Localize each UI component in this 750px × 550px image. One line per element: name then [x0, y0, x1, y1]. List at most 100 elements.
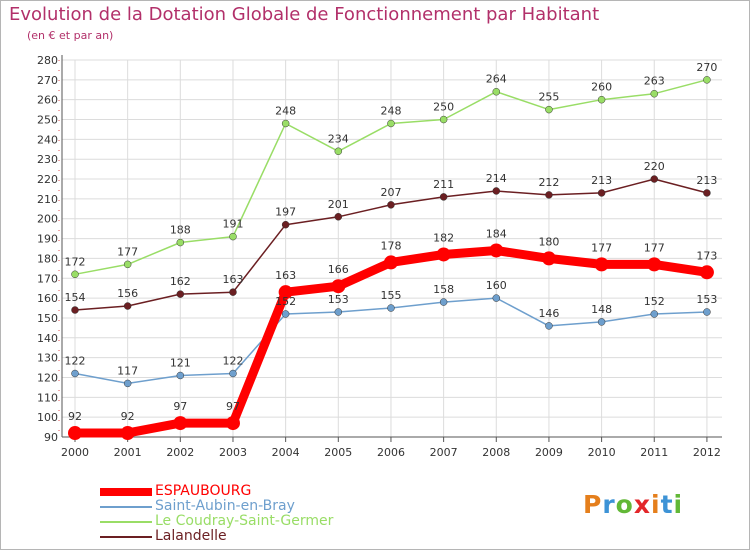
data-point [225, 416, 240, 431]
x-tick-label: 2012 [693, 446, 721, 459]
data-point [545, 322, 553, 330]
data-point [383, 255, 398, 270]
data-label: 158 [433, 283, 454, 296]
legend-item: Lalandelle [100, 529, 400, 544]
data-label: 163 [222, 273, 243, 286]
x-tick-label: 2006 [377, 446, 405, 459]
data-point [545, 105, 553, 114]
data-label: 155 [380, 289, 401, 302]
data-label: 160 [486, 279, 507, 292]
y-tick-label: 200 [37, 213, 58, 226]
data-label: 177 [117, 245, 138, 258]
legend-item: Le Coudray-Saint-Germer [100, 514, 400, 529]
data-label: 122 [65, 355, 86, 368]
legend-label: Lalandelle [155, 528, 227, 544]
x-tick-label: 2008 [482, 446, 510, 459]
data-point [120, 426, 135, 441]
data-label: 166 [328, 263, 349, 276]
chart-subtitle: (en € et par an) [27, 29, 114, 42]
data-label: 180 [538, 235, 559, 248]
logo-letter: P [583, 490, 603, 519]
data-point [647, 257, 662, 272]
legend-swatch [100, 536, 152, 538]
legend-item: ESPAUBOURG [100, 484, 400, 499]
data-label: 162 [170, 275, 191, 288]
chart-title: Evolution de la Dotation Globale de Fonc… [9, 4, 600, 25]
x-tick-label: 2010 [588, 446, 616, 459]
data-label: 201 [328, 198, 349, 211]
data-point [703, 308, 711, 316]
y-tick-label: 150 [37, 312, 58, 325]
y-tick-label: 130 [37, 352, 58, 365]
logo-letter: t [660, 490, 674, 519]
data-label: 152 [275, 295, 296, 308]
data-label: 191 [222, 218, 243, 231]
data-point [492, 294, 501, 302]
data-point [492, 87, 501, 96]
data-point [545, 191, 553, 199]
series-espaubourg [68, 243, 714, 441]
legend-label: ESPAUBOURG [155, 483, 252, 499]
data-point [71, 369, 79, 378]
data-label: 154 [65, 291, 86, 304]
data-label: 214 [486, 172, 507, 185]
logo-letter: r [602, 490, 616, 519]
data-label: 172 [65, 255, 86, 268]
data-label: 156 [117, 287, 138, 300]
data-point [123, 260, 132, 269]
data-point [334, 308, 343, 316]
y-tick-label: 270 [37, 74, 58, 87]
y-tick-label: 180 [37, 252, 58, 265]
series-saint-aubin-en-bray [71, 294, 711, 388]
data-point [703, 189, 711, 197]
data-label: 92 [68, 410, 82, 423]
data-label: 97 [226, 400, 240, 413]
y-tick-label: 110 [37, 391, 58, 404]
data-point [436, 247, 451, 262]
data-label: 197 [275, 206, 296, 219]
legend-swatch [100, 521, 152, 523]
data-label: 153 [328, 293, 349, 306]
data-point [123, 302, 132, 310]
data-point [71, 306, 79, 314]
y-tick-label: 190 [37, 233, 58, 246]
y-tick-label: 120 [37, 371, 58, 384]
data-label: 263 [644, 75, 665, 88]
data-point [597, 95, 606, 104]
data-point [229, 288, 237, 296]
x-tick-label: 2003 [219, 446, 247, 459]
logo-letter: o [615, 490, 634, 519]
y-tick-label: 160 [37, 292, 58, 305]
data-label: 117 [117, 364, 138, 377]
data-label: 255 [538, 91, 559, 104]
x-tick-label: 2009 [535, 446, 563, 459]
legend-label: Saint-Aubin-en-Bray [155, 498, 295, 514]
data-point [281, 310, 290, 318]
data-label: 163 [275, 269, 296, 282]
y-tick-label: 280 [37, 54, 58, 67]
data-point [281, 119, 290, 128]
series-lalandelle [71, 175, 711, 314]
data-point [703, 76, 711, 84]
data-label: 173 [696, 249, 717, 262]
data-label: 177 [644, 241, 665, 254]
data-label: 97 [173, 400, 187, 413]
data-label: 178 [380, 239, 401, 252]
data-label: 213 [591, 174, 612, 187]
data-point [492, 187, 501, 195]
data-label: 177 [591, 241, 612, 254]
y-tick-label: 140 [37, 332, 58, 345]
data-point [281, 220, 290, 229]
data-point [334, 213, 343, 221]
data-label: 248 [380, 104, 401, 117]
data-point [334, 147, 343, 156]
data-label: 188 [170, 224, 191, 237]
series-lines [68, 76, 714, 441]
data-label: 152 [644, 295, 665, 308]
x-tick-label: 2004 [272, 446, 300, 459]
data-label: 264 [486, 73, 507, 86]
data-label: 234 [328, 132, 349, 145]
data-point [173, 416, 188, 431]
data-point [439, 298, 448, 306]
y-tick-label: 100 [37, 411, 58, 424]
